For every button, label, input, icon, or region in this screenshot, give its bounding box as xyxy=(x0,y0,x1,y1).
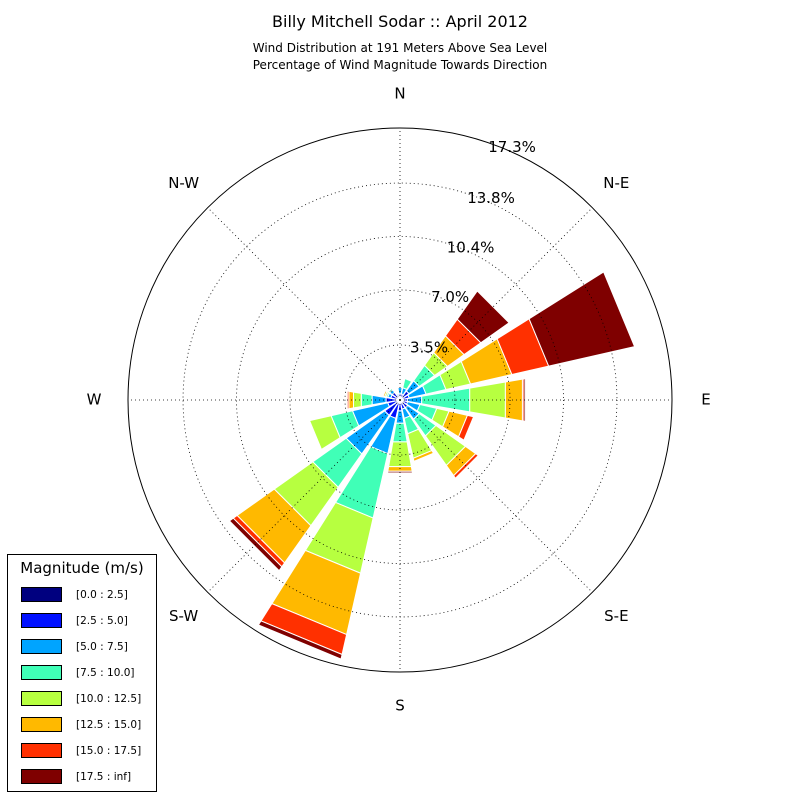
radial-tick-label: 13.8% xyxy=(467,189,515,207)
grid-ring xyxy=(344,344,456,456)
legend-label: [12.5 : 15.0] xyxy=(76,719,142,731)
legend-title: Magnitude (m/s) xyxy=(20,559,144,577)
direction-label: S-W xyxy=(169,607,198,625)
legend-label: [2.5 : 5.0] xyxy=(76,615,128,627)
legend-swatch xyxy=(21,769,62,784)
bar-sse-bin-5 xyxy=(412,449,435,463)
bar-w-bin-3 xyxy=(360,392,373,408)
legend-label: [7.5 : 10.0] xyxy=(76,667,135,679)
bar-ssw-bin-7 xyxy=(257,620,343,660)
legend-label: [5.0 : 7.5] xyxy=(76,641,128,653)
legend-swatch xyxy=(21,691,62,706)
grid-spoke xyxy=(207,399,401,593)
direction-label: N xyxy=(394,85,405,103)
bar-ne-bin-7 xyxy=(456,290,510,344)
radial-tick-label: 3.5% xyxy=(410,339,448,357)
bar-wnw-bin-5 xyxy=(382,390,388,398)
legend-swatch xyxy=(21,587,62,602)
grid-spoke xyxy=(399,399,593,593)
legend-swatch xyxy=(21,665,62,680)
legend-label: [10.0 : 12.5] xyxy=(76,693,142,705)
labels-layer: N N-E E S-E S S-W W N-W 3.5% 7.0% 10.4% 13.8% 17.3% xyxy=(87,85,711,715)
bar-s-bin-4 xyxy=(388,441,412,468)
bar-ese-bin-6 xyxy=(457,414,475,441)
grid-layer xyxy=(127,127,673,673)
bar-wsw-bin-4 xyxy=(308,415,341,451)
legend-swatch xyxy=(21,743,62,758)
grid-ring xyxy=(236,236,564,564)
grid-ring xyxy=(289,289,511,511)
direction-label: E xyxy=(701,391,710,409)
bar-nw-bin-3 xyxy=(387,387,394,394)
bar-w-bin-4 xyxy=(353,391,362,409)
chart-title: Billy Mitchell Sodar :: April 2012 xyxy=(272,12,528,31)
legend-swatch xyxy=(21,717,62,732)
legend-label: [0.0 : 2.5] xyxy=(76,589,128,601)
bars-layer xyxy=(228,271,636,660)
bar-nnw-bin-2 xyxy=(395,393,400,397)
direction-label: W xyxy=(87,391,102,409)
radial-tick-label: 10.4% xyxy=(447,238,495,256)
bar-e-bin-5 xyxy=(504,378,523,422)
direction-label: S-E xyxy=(604,607,628,625)
direction-label: N-W xyxy=(168,174,199,192)
bar-n-bin-2 xyxy=(397,387,403,395)
legend-swatch xyxy=(21,613,62,628)
bar-se-bin-6 xyxy=(452,452,480,480)
direction-label: S xyxy=(395,697,405,715)
grid-spoke xyxy=(399,207,593,401)
legend-swatch xyxy=(21,639,62,654)
direction-label: N-E xyxy=(603,174,629,192)
chart-subtitle-line-2: Percentage of Wind Magnitude Towards Dir… xyxy=(252,58,548,72)
bar-nne-bin-3 xyxy=(402,377,413,390)
polar-frame xyxy=(127,127,673,673)
radial-tick-label: 17.3% xyxy=(488,138,536,156)
legend-label: [17.5 : inf] xyxy=(76,771,132,783)
radial-tick-label: 7.0% xyxy=(431,288,469,306)
bar-ene-bin-7 xyxy=(528,271,636,367)
grid-spoke xyxy=(207,207,401,401)
chart-subtitle-line-1: Wind Distribution at 191 Meters Above Se… xyxy=(252,41,548,55)
legend-label: [15.0 : 17.5] xyxy=(76,745,142,757)
bar-w-bin-6 xyxy=(346,390,350,410)
legend: Magnitude (m/s) [0.0 : 2.5] [2.5 : 5.0] [5… xyxy=(7,554,157,792)
